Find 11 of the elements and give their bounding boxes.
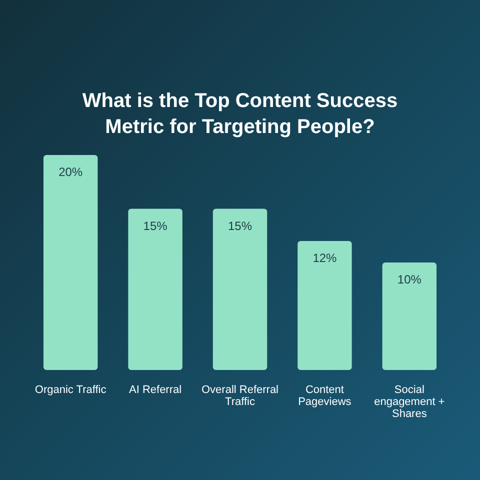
data-label: 10% bbox=[397, 272, 422, 286]
x-tick-label: Organic Traffic bbox=[34, 384, 107, 396]
data-label: 15% bbox=[143, 218, 168, 233]
data-label: 15% bbox=[228, 218, 252, 233]
chart-title: What is the Top Content Success Metric for Targeting People? bbox=[82, 90, 398, 138]
data-label: 12% bbox=[312, 251, 338, 265]
data-label: 20% bbox=[58, 165, 83, 179]
x-tick-label: Social engagement + Shares bbox=[374, 384, 445, 420]
x-tick-label: Content Pageviews bbox=[298, 384, 352, 408]
x-tick-label: Overall Referral Traffic bbox=[201, 384, 279, 408]
x-tick-label: AI Referral bbox=[129, 384, 182, 396]
